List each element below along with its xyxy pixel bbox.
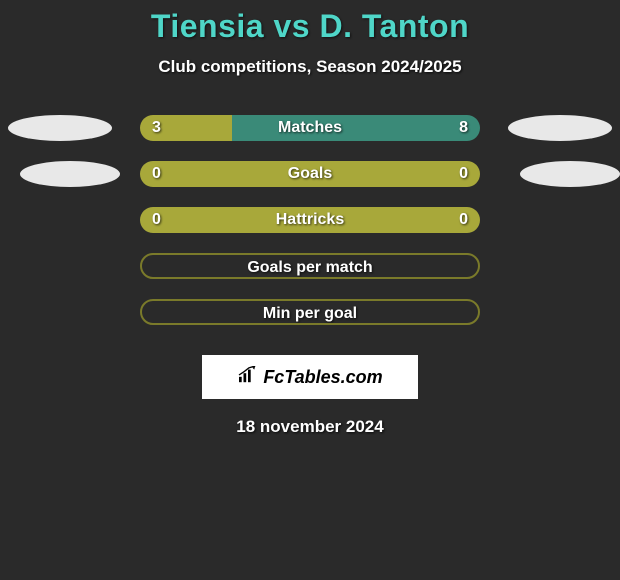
stat-bar-goals: 0 Goals 0	[140, 161, 480, 187]
stat-label: Min per goal	[142, 301, 478, 325]
stat-value-right: 0	[459, 207, 468, 233]
stat-label: Goals	[140, 161, 480, 187]
stat-row-goals: 0 Goals 0	[0, 159, 620, 205]
stat-bar-hattricks: 0 Hattricks 0	[140, 207, 480, 233]
stat-row-goals-per-match: Goals per match	[0, 251, 620, 297]
page-title: Tiensia vs D. Tanton	[0, 8, 620, 45]
stat-label: Goals per match	[142, 255, 478, 279]
comparison-container: Tiensia vs D. Tanton Club competitions, …	[0, 0, 620, 437]
stat-bar-matches: 3 Matches 8	[140, 115, 480, 141]
stat-row-min-per-goal: Min per goal	[0, 297, 620, 343]
stat-label: Matches	[140, 115, 480, 141]
stat-row-hattricks: 0 Hattricks 0	[0, 205, 620, 251]
logo-text: FcTables.com	[263, 367, 382, 388]
subtitle: Club competitions, Season 2024/2025	[0, 57, 620, 77]
player-oval-right	[508, 115, 612, 141]
stat-bar-min-per-goal: Min per goal	[140, 299, 480, 325]
player-oval-left	[8, 115, 112, 141]
player-oval-right	[520, 161, 620, 187]
stat-row-matches: 3 Matches 8	[0, 113, 620, 159]
stat-value-right: 0	[459, 161, 468, 187]
stat-value-right: 8	[459, 115, 468, 141]
date-line: 18 november 2024	[0, 417, 620, 437]
stats-area: 3 Matches 8 0 Goals 0 0 Hat	[0, 113, 620, 343]
logo-box: FcTables.com	[202, 355, 418, 399]
player-oval-left	[20, 161, 120, 187]
logo-content: FcTables.com	[237, 366, 382, 389]
stat-bar-goals-per-match: Goals per match	[140, 253, 480, 279]
stat-label: Hattricks	[140, 207, 480, 233]
chart-icon	[237, 366, 259, 389]
